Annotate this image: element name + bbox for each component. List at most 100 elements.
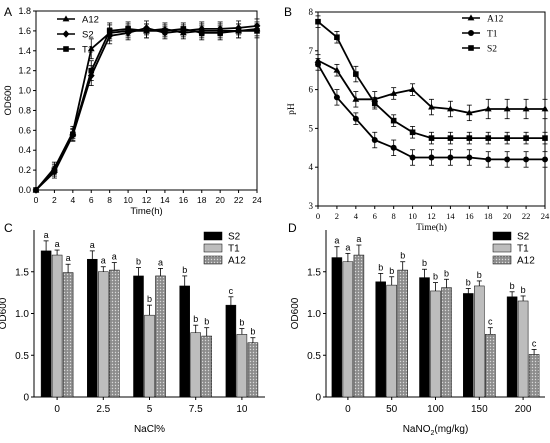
series-s2: [32, 18, 261, 194]
x-tick-label: 0: [54, 404, 60, 415]
significance-letter: a: [66, 253, 71, 263]
bar-s2: [419, 277, 430, 398]
y-tick-label: 1.0: [15, 309, 29, 320]
y-tick-label: 0: [315, 393, 321, 404]
bar-a12: [155, 275, 166, 398]
series-t1: [33, 21, 260, 193]
data-point: [503, 105, 511, 112]
data-point: [466, 135, 473, 141]
panel-letter-c: C: [4, 221, 13, 235]
legend-item-t1: T1: [492, 244, 529, 255]
significance-letter: a: [55, 239, 60, 249]
y-axis-label: pH: [287, 103, 297, 115]
legend-swatch: [492, 255, 512, 265]
bar-a12: [397, 269, 408, 398]
bar-s2: [225, 304, 237, 398]
legend-label: A12: [82, 15, 99, 26]
x-tick-label: 20: [503, 211, 512, 221]
x-tick-label: 12: [427, 211, 436, 221]
series-line: [317, 21, 545, 140]
legend-marker: [62, 30, 70, 38]
data-point: [409, 154, 416, 161]
significance-letter: a: [101, 256, 106, 266]
panel-letter-b: B: [284, 5, 292, 19]
data-point: [198, 30, 205, 36]
data-point: [466, 154, 473, 161]
x-tick-label: 5: [147, 404, 153, 415]
x-axis-label-subscript: 2: [430, 430, 434, 437]
legend-marker: [468, 30, 474, 36]
data-point: [87, 45, 95, 52]
series-line: [35, 25, 258, 191]
y-tick-label: 1.0: [18, 86, 31, 96]
bar-s2: [331, 257, 343, 398]
legend-label: S2: [517, 232, 530, 243]
bar-s2: [87, 258, 98, 398]
significance-letter: b: [444, 268, 449, 278]
significance-letter: b: [250, 327, 255, 337]
significance-letter: a: [345, 242, 350, 252]
bar-a12: [441, 287, 452, 398]
legend-item-a12: A12: [57, 15, 99, 26]
bar-a12: [353, 254, 365, 398]
data-point: [542, 156, 548, 163]
significance-letter: b: [193, 314, 198, 324]
significance-letter: b: [521, 285, 526, 295]
significance-letter: b: [136, 257, 141, 267]
data-point: [390, 117, 397, 124]
significance-letter: b: [422, 258, 427, 268]
significance-letter: c: [488, 317, 493, 327]
y-tick-label: 0.5: [15, 351, 29, 362]
panel-a-growth-chart: 0.00.20.40.60.81.01.21.41.61.80 2 4 6 8 10 12 1…: [3, 6, 262, 217]
x-tick-label: 24: [252, 195, 262, 205]
data-point: [390, 144, 397, 151]
x-tick-label: 14: [160, 195, 170, 205]
data-point: [428, 103, 435, 110]
data-point: [333, 94, 340, 101]
data-point: [88, 67, 95, 74]
x-tick-label: 18: [197, 195, 207, 205]
significance-letter: b: [182, 265, 187, 275]
data-point: [409, 129, 416, 136]
x-axis-label: NaNO2(mg/kg): [403, 424, 469, 437]
x-axis-label: NaCl%: [134, 424, 165, 435]
bar-a12: [201, 335, 212, 398]
significance-letter: b: [510, 281, 515, 291]
data-point: [371, 137, 378, 144]
data-point: [504, 156, 511, 163]
x-tick-label: 22: [234, 195, 244, 205]
legend-label: S2: [228, 232, 241, 243]
legend-label: T1: [82, 45, 93, 56]
data-point: [334, 34, 340, 41]
bar-s2: [40, 250, 52, 398]
significance-letter: b: [466, 277, 471, 287]
y-tick-label: 0.8: [18, 105, 31, 115]
legend-item-t1: T1: [203, 244, 240, 255]
y-tick-label: 4: [309, 162, 314, 172]
y-tick-label: 0: [23, 393, 29, 404]
bar-t1: [144, 314, 155, 398]
y-tick-label: 1.4: [18, 46, 31, 56]
x-tick-label: 10: [236, 404, 248, 415]
x-tick-label: 0: [345, 404, 351, 415]
x-tick-label: 200: [515, 404, 532, 415]
data-point: [409, 86, 416, 92]
legend-item-t1: T1: [462, 30, 498, 40]
significance-letter: a: [356, 234, 361, 244]
legend-swatch: [203, 255, 223, 265]
y-tick-label: 0.2: [18, 165, 31, 175]
y-tick-label: 1.5: [15, 267, 29, 278]
panel-letter-a: A: [4, 5, 12, 19]
data-point: [333, 66, 341, 73]
legend-marker: [467, 14, 475, 21]
x-tick-label: 2: [52, 195, 57, 205]
x-tick-label: 100: [427, 404, 444, 415]
legend-label: S2: [487, 45, 497, 55]
y-tick-label: 5: [309, 123, 314, 133]
bar-s2: [463, 293, 474, 398]
data-point: [542, 135, 548, 141]
x-tick-label: 20: [215, 195, 225, 205]
data-point: [522, 105, 530, 112]
panel-letter-d: D: [288, 221, 297, 235]
